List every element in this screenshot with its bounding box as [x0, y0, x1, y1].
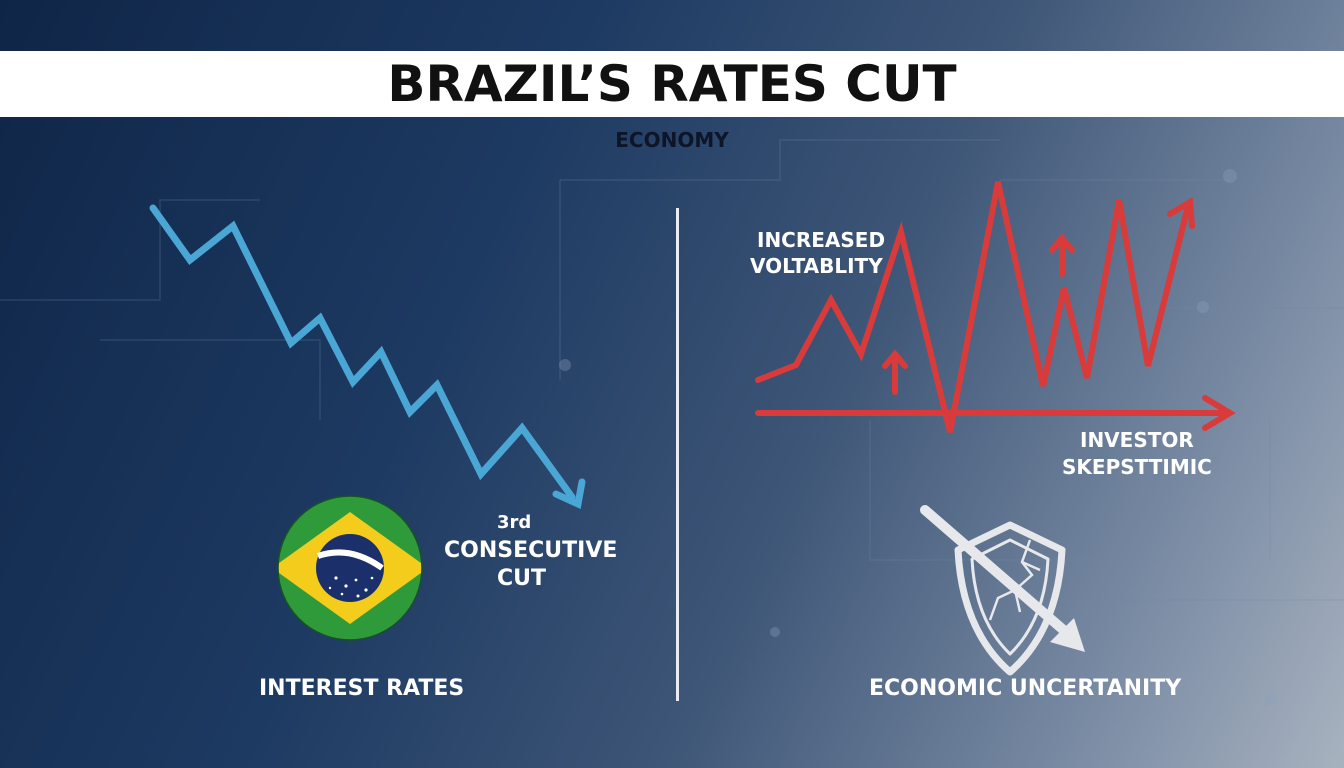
cut-line2-label: CUT [497, 566, 547, 591]
volatility-line1-label: INCREASED [757, 228, 886, 252]
cut-line1-label: CONSECUTIVE [444, 538, 618, 563]
panel-divider [676, 208, 679, 701]
interest-rates-label: INTEREST RATES [259, 676, 465, 701]
investor-line1-label: INVESTOR [1080, 428, 1194, 452]
economic-uncertainty-label: ECONOMIC UNCERTANITY [869, 676, 1182, 701]
page-title: BRAZIL’S RATES CUT [387, 55, 957, 113]
category-label: ECONOMY [615, 128, 729, 152]
title-band: BRAZIL’S RATES CUT [0, 51, 1344, 117]
cut-ordinal-label: 3rd [497, 512, 532, 533]
investor-line2-label: SKEPSTTIMIC [1062, 455, 1212, 479]
volatility-line2-label: VOLTABLITY [750, 254, 883, 278]
